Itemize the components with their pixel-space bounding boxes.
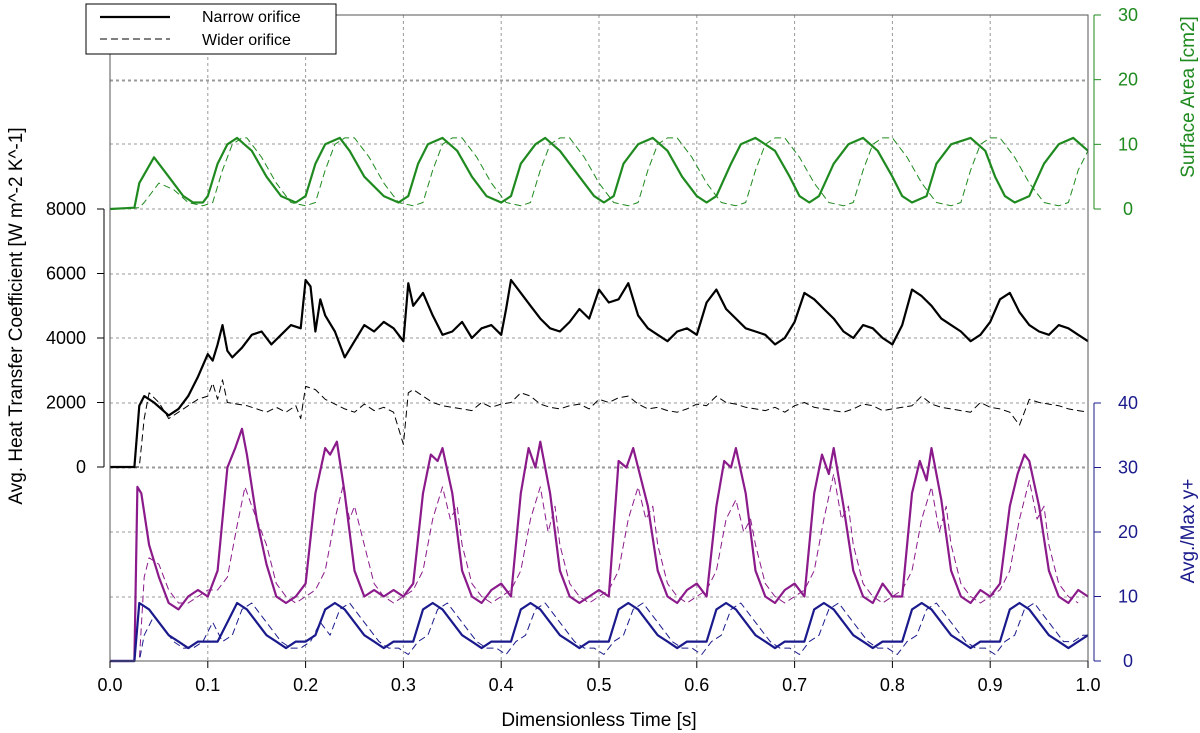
axes: 0.0 0.1 0.2 0.3 0.4 0.5 0.6 0.7 0.8 0.9 1.00200040… [46, 5, 1138, 695]
y-axis-label-yplus: Avg./Max y+ [1178, 479, 1199, 584]
y-axis-label-surface-area: Surface Area [cm2] [1178, 16, 1199, 178]
x-tick-label: 0.0 [97, 675, 122, 695]
y-tick-label-surface: 20 [1118, 70, 1138, 90]
y-tick-label-htc: 8000 [46, 199, 86, 219]
plot-lines [109, 136, 1089, 663]
surface-series-dashed [109, 137, 1089, 210]
grid [109, 15, 1089, 661]
htc-series-dashed [110, 379, 1089, 468]
x-tick-label: 0.4 [489, 675, 514, 695]
y-tick-label-htc: 6000 [46, 264, 86, 284]
y-tick-label-yplus: 0 [1123, 651, 1133, 671]
y-tick-label-surface: 10 [1118, 134, 1138, 154]
htc-series-solid [110, 278, 1089, 469]
legend: Narrow orifice Wider orifice [85, 3, 337, 55]
x-tick-label: 0.8 [880, 675, 905, 695]
x-tick-label: 0.5 [586, 675, 611, 695]
x-tick-label: 1.0 [1075, 675, 1100, 695]
x-tick-label: 0.1 [195, 675, 220, 695]
x-tick-label: 0.7 [782, 675, 807, 695]
yplus-series-dashed-max [110, 473, 1079, 662]
legend-box [85, 3, 337, 55]
y-tick-label-yplus: 30 [1118, 458, 1138, 478]
y-tick-label-surface: 30 [1118, 5, 1138, 25]
y-tick-label-surface: 0 [1123, 199, 1133, 219]
x-axis-label: Dimensionless Time [s] [501, 710, 696, 731]
y-tick-label-yplus: 40 [1118, 393, 1138, 413]
y-axis-label-htc: Avg. Heat Transfer Coefficient [W m^-2 K… [6, 127, 27, 504]
y-tick-label-yplus: 20 [1118, 522, 1138, 542]
yplus-series-solid-avg [110, 601, 1089, 663]
y-tick-label-yplus: 10 [1118, 587, 1138, 607]
legend-label-wider: Wider orifice [202, 32, 291, 49]
surface-series-solid [109, 136, 1089, 211]
x-tick-label: 0.2 [293, 675, 318, 695]
x-tick-label: 0.3 [391, 675, 416, 695]
yplus-series-dashed-avg [110, 602, 1088, 662]
y-tick-label-htc: 2000 [46, 393, 86, 413]
legend-label-narrow: Narrow orifice [202, 9, 301, 26]
x-tick-label: 0.6 [684, 675, 709, 695]
x-tick-label: 0.9 [978, 675, 1003, 695]
y-tick-label-htc: 4000 [46, 328, 86, 348]
y-tick-label-htc: 0 [76, 457, 86, 477]
